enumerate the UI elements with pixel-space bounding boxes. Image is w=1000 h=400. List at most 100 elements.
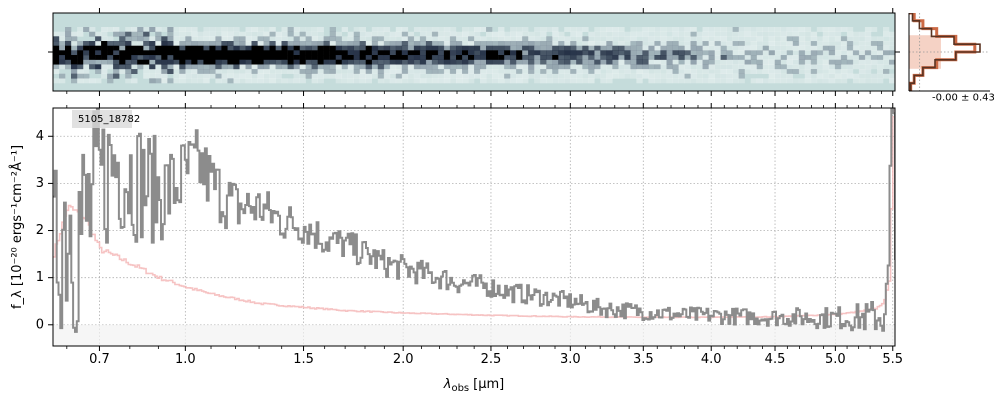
spectrum-2d-cell	[53, 64, 60, 70]
spectrum-2d-cell	[684, 78, 691, 84]
spectrum-2d-cell	[528, 55, 535, 60]
spectrum-2d-cell	[624, 45, 631, 51]
x-axis-title: λobs [μm]	[443, 377, 504, 394]
spectrum-2d-cell	[353, 69, 360, 74]
spectrum-2d-cell	[287, 69, 294, 74]
spectrum-2d-cell	[768, 36, 775, 42]
spectrum-2d-cell	[492, 45, 499, 51]
spectrum-2d-cell	[486, 64, 493, 70]
spectrum-2d-cell	[654, 69, 661, 74]
spectrum-2d-cell	[125, 36, 132, 42]
spectrum-2d-cell	[203, 73, 210, 79]
spectrum-2d-cell	[462, 78, 469, 84]
spectrum-2d-cell	[522, 31, 529, 37]
spectrum-2d-cell	[275, 55, 282, 60]
spectrum-2d-cell	[311, 64, 318, 70]
spectrum-2d-cell	[233, 55, 240, 60]
spectrum-2d-cell	[768, 55, 775, 60]
spectrum-2d-cell	[702, 55, 709, 60]
spectrum-2d-cell	[792, 59, 800, 65]
spectrum-2d-cell	[89, 27, 96, 32]
spectrum-2d-cell	[870, 64, 878, 70]
spectrum-2d-cell	[341, 69, 348, 74]
spectrum-2d-cell	[528, 36, 535, 42]
spectrum-2d-cell	[858, 78, 866, 84]
spectrum-2d-cell	[768, 41, 775, 46]
spectrum-2d-cell	[666, 50, 673, 56]
spectrum-2d-cell	[708, 64, 715, 70]
spectrum-2d-cell	[522, 78, 529, 84]
spectrum-2d-cell	[377, 36, 385, 42]
spectrum-2d-cell	[606, 73, 613, 79]
spectrum-2d-cell	[594, 27, 601, 32]
spectrum-2d-cell	[257, 41, 264, 46]
spectrum-2d-cell	[468, 78, 475, 84]
spectrum-2d-cell	[889, 78, 895, 84]
spectrum-2d-cell	[618, 69, 625, 74]
spectrum-2d-cell	[618, 59, 625, 65]
spectrum-2d-cell	[365, 50, 372, 56]
spectrum-2d-cell	[552, 31, 559, 37]
spectrum-2d-cell	[221, 36, 228, 42]
spectrum-2d-cell	[846, 55, 854, 60]
spectrum-2d-cell	[281, 55, 288, 60]
spectrum-2d-cell	[125, 27, 132, 32]
spectrum-2d-cell	[95, 41, 102, 46]
spectrum-2d-cell	[852, 59, 860, 65]
spectrum-2d-cell	[371, 41, 379, 46]
spectrum-2d-cell	[305, 36, 312, 42]
spectrum-2d-cell	[251, 41, 258, 46]
spectrum-2d-cell	[690, 78, 697, 84]
uncertainty-series-line	[53, 108, 895, 319]
spectrum-2d-cell	[383, 36, 391, 42]
spectrum-2d-cell	[480, 41, 487, 46]
spectrum-2d-cell	[480, 64, 487, 70]
spectrum-2d-cell	[413, 45, 421, 51]
spectrum-2d-cell	[606, 50, 613, 56]
spectrum-2d-cell	[377, 27, 385, 32]
spectrum-2d-cell	[257, 73, 264, 79]
spectrum-2d-cell	[732, 55, 739, 60]
spectrum-2d-cell	[564, 78, 571, 84]
x-axis-title-subscript: obs	[451, 383, 469, 394]
spectrum-2d-cell	[810, 55, 818, 60]
spectrum-2d-cell	[287, 41, 294, 46]
spectrum-2d-cell	[798, 55, 806, 60]
spectrum-2d-cell	[732, 50, 739, 56]
spectrum-2d-cell	[883, 45, 890, 51]
spectrum-2d-cell	[492, 59, 499, 65]
spectrum-2d-cell	[786, 41, 793, 46]
spectrum-2d-cell	[71, 50, 78, 56]
spectrum-2d-cell	[161, 59, 168, 65]
spectrum-2d-cell	[792, 27, 800, 32]
spectrum-2d-cell	[546, 36, 553, 42]
spectrum-2d-cell	[323, 50, 330, 56]
spectrum-2d-cell	[335, 69, 342, 74]
spectrum-2d-cell	[353, 55, 360, 60]
spectrum-2d-cell	[95, 36, 102, 42]
spectrum-2d-cell	[107, 73, 114, 79]
spectrum-2d-cell	[816, 64, 824, 70]
spectrum-2d-cell	[443, 27, 451, 32]
spectrum-2d-cell	[359, 73, 366, 79]
spectrum-2d-cell	[371, 73, 379, 79]
spectrum-2d-cell	[431, 64, 439, 70]
spectrum-2d-cell	[570, 27, 577, 32]
spectrum-2d-cell	[365, 31, 372, 37]
spectrum-2d-cell	[756, 55, 763, 60]
spectrum-2d-cell	[275, 36, 282, 42]
spectrum-2d-cell	[714, 78, 721, 84]
spectrum-2d-cell	[233, 31, 240, 37]
spectrum-2d-cell	[395, 55, 403, 60]
spectrum-2d-cell	[474, 55, 481, 60]
spectrum-2d-cell	[570, 45, 577, 51]
spectrum-2d-cell	[287, 59, 294, 65]
spectrum-2d-cell	[227, 64, 234, 70]
spectrum-2d-cell	[401, 59, 409, 65]
spectrum-2d-cell	[353, 36, 360, 42]
spectrum-2d-cell	[636, 69, 643, 74]
spectrum-2d-cell	[822, 59, 830, 65]
spectrum-2d-cell	[281, 64, 288, 70]
spectrum-2d-cell	[269, 78, 276, 84]
spectrum-2d-image	[53, 27, 895, 84]
